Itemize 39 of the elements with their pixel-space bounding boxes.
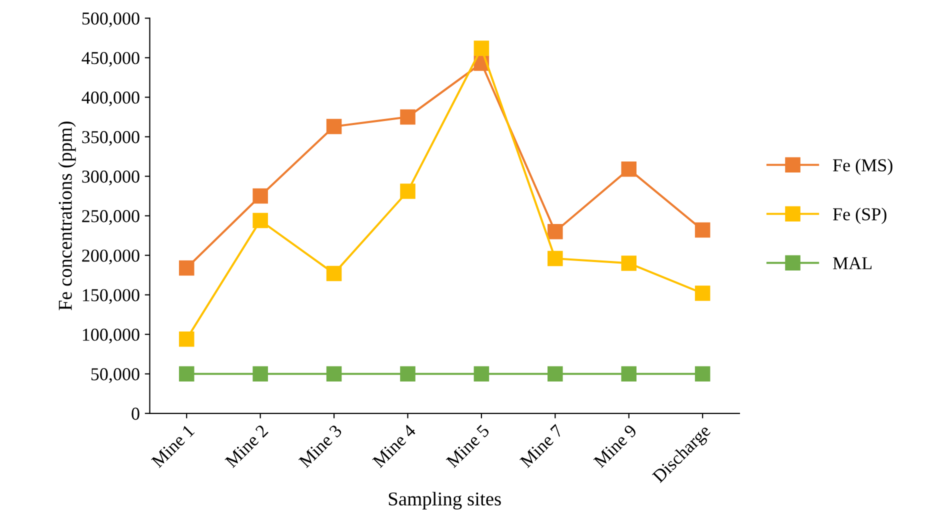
- point: [474, 40, 490, 56]
- y-tick-label: 450,000: [82, 52, 140, 67]
- point: [474, 366, 490, 382]
- legend-label: Fe (MS): [833, 158, 892, 176]
- point: [400, 366, 416, 382]
- y-tick-label: 350,000: [82, 131, 140, 146]
- point: [548, 250, 563, 266]
- point: [694, 366, 710, 382]
- y-tick-label: 400,000: [82, 91, 140, 106]
- legend-label: Fe (SP): [833, 208, 886, 224]
- point: [252, 212, 268, 228]
- point: [694, 286, 710, 301]
- x-axis-title: Sampling sites: [388, 492, 501, 510]
- y-tick-label: 500,000: [82, 12, 140, 28]
- point: [548, 224, 563, 240]
- point: [326, 266, 342, 282]
- point: [326, 118, 342, 134]
- y-axis-title: Fe concentrations (ppm): [58, 122, 76, 310]
- point: [548, 366, 563, 382]
- point: [694, 222, 710, 238]
- y-tick-label: 300,000: [82, 170, 140, 186]
- point: [400, 184, 416, 199]
- point: [400, 109, 416, 125]
- point: [326, 366, 342, 382]
- y-tick-label: 200,000: [82, 250, 140, 264]
- y-tick-label: 50,000: [91, 368, 140, 383]
- point: [621, 366, 637, 382]
- point: [621, 162, 637, 177]
- point: [178, 366, 194, 382]
- point: [178, 331, 194, 347]
- point: [252, 366, 268, 382]
- point: [621, 256, 637, 271]
- point: [178, 260, 194, 276]
- legend-label: MAL: [833, 257, 872, 270]
- point: [252, 188, 268, 204]
- y-tick-label: 0: [132, 408, 140, 420]
- y-tick-label: 100,000: [82, 328, 140, 344]
- y-tick-label: 150,000: [82, 289, 140, 304]
- y-tick-label: 250,000: [82, 210, 140, 225]
